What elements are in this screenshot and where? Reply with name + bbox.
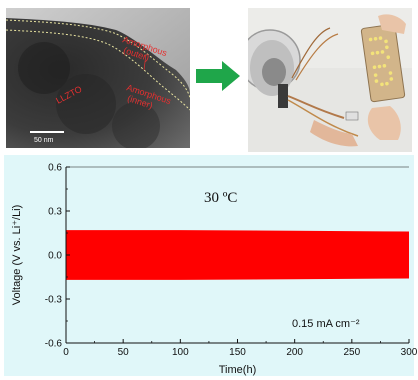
chart-svg: -0.6 -0.3 0.0 0.3 0.6 0 50 100 150 200 250 300 30 º… [11, 163, 418, 377]
led-panel [360, 23, 406, 103]
x-axis-label: Time(h) [219, 364, 256, 376]
x-tick-label: 0 [63, 347, 69, 358]
tem-image-panel: LLZTO Amorphous (outer) Amorphous (inner… [6, 8, 190, 148]
voltage-band [66, 230, 409, 280]
x-tick-label: 100 [172, 347, 189, 358]
y-tick-label: -0.3 [45, 295, 63, 306]
current-density-annotation: 0.15 mA cm⁻² [292, 318, 360, 330]
right-arrow-icon [196, 59, 242, 93]
x-tick-label: 200 [286, 347, 303, 358]
y-tick-label: 0.0 [48, 251, 62, 262]
x-tick-label: 150 [229, 347, 246, 358]
x-tick-label: 50 [118, 347, 130, 358]
scale-bar-label: 50 nm [34, 137, 54, 144]
x-tick-label: 300 [401, 347, 418, 358]
y-tick-label: 0.3 [48, 207, 62, 218]
x-tick-label: 250 [343, 347, 360, 358]
y-axis-label: Voltage (V vs. Li⁺/Li) [11, 205, 23, 306]
tem-micrograph: LLZTO Amorphous (outer) Amorphous (inner… [6, 8, 190, 148]
y-tick-label: 0.6 [48, 163, 62, 174]
temperature-annotation: 30 ºC [204, 190, 237, 206]
led-display-photo [248, 8, 412, 152]
y-tick-label: -0.6 [45, 339, 63, 350]
tem-arrow-line [143, 53, 147, 71]
voltage-time-chart: -0.6 -0.3 0.0 0.3 0.6 0 50 100 150 200 250 300 30 º… [4, 155, 418, 377]
